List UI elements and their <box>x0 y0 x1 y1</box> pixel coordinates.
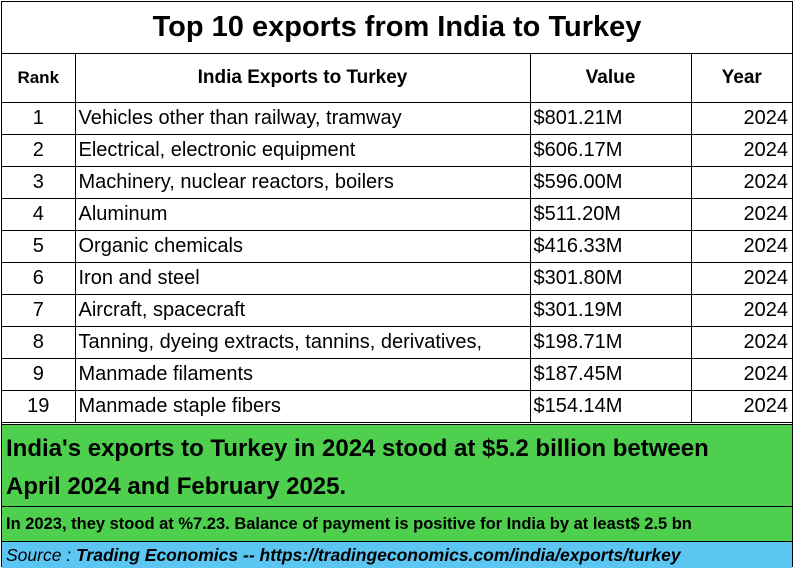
cell-rank: 2 <box>2 134 76 167</box>
table-row: 5 Organic chemicals $416.33M 2024 <box>2 230 792 263</box>
cell-item: Manmade staple fibers <box>74 390 531 423</box>
cell-year: 2024 <box>690 198 792 231</box>
summary-panel: India's exports to Turkey in 2024 stood … <box>2 424 792 541</box>
cell-year: 2024 <box>690 294 792 327</box>
cell-value: $154.14M <box>529 390 692 423</box>
cell-year: 2024 <box>690 262 792 295</box>
cell-rank: 19 <box>2 390 76 423</box>
table-row: 6 Iron and steel $301.80M 2024 <box>2 262 792 295</box>
cell-rank: 3 <box>2 166 76 199</box>
cell-value: $301.80M <box>529 262 692 295</box>
cell-value: $801.21M <box>529 102 692 135</box>
page-title: Top 10 exports from India to Turkey <box>2 2 792 54</box>
table-row: 19 Manmade staple fibers $154.14M 2024 <box>2 390 792 423</box>
cell-item: Iron and steel <box>74 262 531 295</box>
cell-year: 2024 <box>690 102 792 135</box>
cell-rank: 6 <box>2 262 76 295</box>
cell-rank: 5 <box>2 230 76 263</box>
table-row: 9 Manmade filaments $187.45M 2024 <box>2 358 792 391</box>
header-value: Value <box>529 54 692 103</box>
summary-line: India's exports to Turkey in 2024 stood … <box>6 435 709 462</box>
table-row: 2 Electrical, electronic equipment $606.17… <box>2 134 792 167</box>
header-rank: Rank <box>2 54 76 103</box>
cell-year: 2024 <box>690 390 792 423</box>
exports-table: Rank India Exports to Turkey Value Year … <box>2 54 792 423</box>
cell-rank: 9 <box>2 358 76 391</box>
cell-year: 2024 <box>690 230 792 263</box>
cell-value: $596.00M <box>529 166 692 199</box>
header-year: Year <box>690 54 792 103</box>
summary-line: April 2024 and February 2025. <box>6 473 347 500</box>
header-item: India Exports to Turkey <box>74 54 531 103</box>
cell-item: Organic chemicals <box>74 230 531 263</box>
summary-text: India's exports to Turkey in 2024 stood … <box>6 430 709 506</box>
cell-value: $511.20M <box>529 198 692 231</box>
source-link[interactable]: Trading Economics -- https://tradingecon… <box>76 545 681 565</box>
cell-year: 2024 <box>690 326 792 359</box>
cell-year: 2024 <box>690 134 792 167</box>
cell-item: Tanning, dyeing extracts, tannins, deriv… <box>74 326 531 359</box>
cell-rank: 8 <box>2 326 76 359</box>
cell-item: Aluminum <box>74 198 531 231</box>
source-label: Source : <box>6 545 72 565</box>
note-text: In 2023, they stood at %7.23. Balance of… <box>2 506 792 542</box>
cell-item: Manmade filaments <box>74 358 531 391</box>
cell-item: Vehicles other than railway, tramway <box>74 102 531 135</box>
cell-item: Aircraft, spacecraft <box>74 294 531 327</box>
table-row: 1 Vehicles other than railway, tramway $80… <box>2 102 792 135</box>
cell-year: 2024 <box>690 358 792 391</box>
table-row: 3 Machinery, nuclear reactors, boilers $59… <box>2 166 792 199</box>
cell-value: $198.71M <box>529 326 692 359</box>
cell-value: $606.17M <box>529 134 692 167</box>
cell-value: $416.33M <box>529 230 692 263</box>
cell-rank: 1 <box>2 102 76 135</box>
cell-value: $301.19M <box>529 294 692 327</box>
cell-rank: 4 <box>2 198 76 231</box>
cell-rank: 7 <box>2 294 76 327</box>
cell-value: $187.45M <box>529 358 692 391</box>
table-row: 8 Tanning, dyeing extracts, tannins, deri… <box>2 326 792 359</box>
cell-item: Electrical, electronic equipment <box>74 134 531 167</box>
cell-year: 2024 <box>690 166 792 199</box>
table-header-row: Rank India Exports to Turkey Value Year <box>2 54 792 103</box>
cell-item: Machinery, nuclear reactors, boilers <box>74 166 531 199</box>
table-row: 4 Aluminum $511.20M 2024 <box>2 198 792 231</box>
source-bar: Source : Trading Economics -- https://tr… <box>2 541 792 568</box>
table-row: 7 Aircraft, spacecraft $301.19M 2024 <box>2 294 792 327</box>
